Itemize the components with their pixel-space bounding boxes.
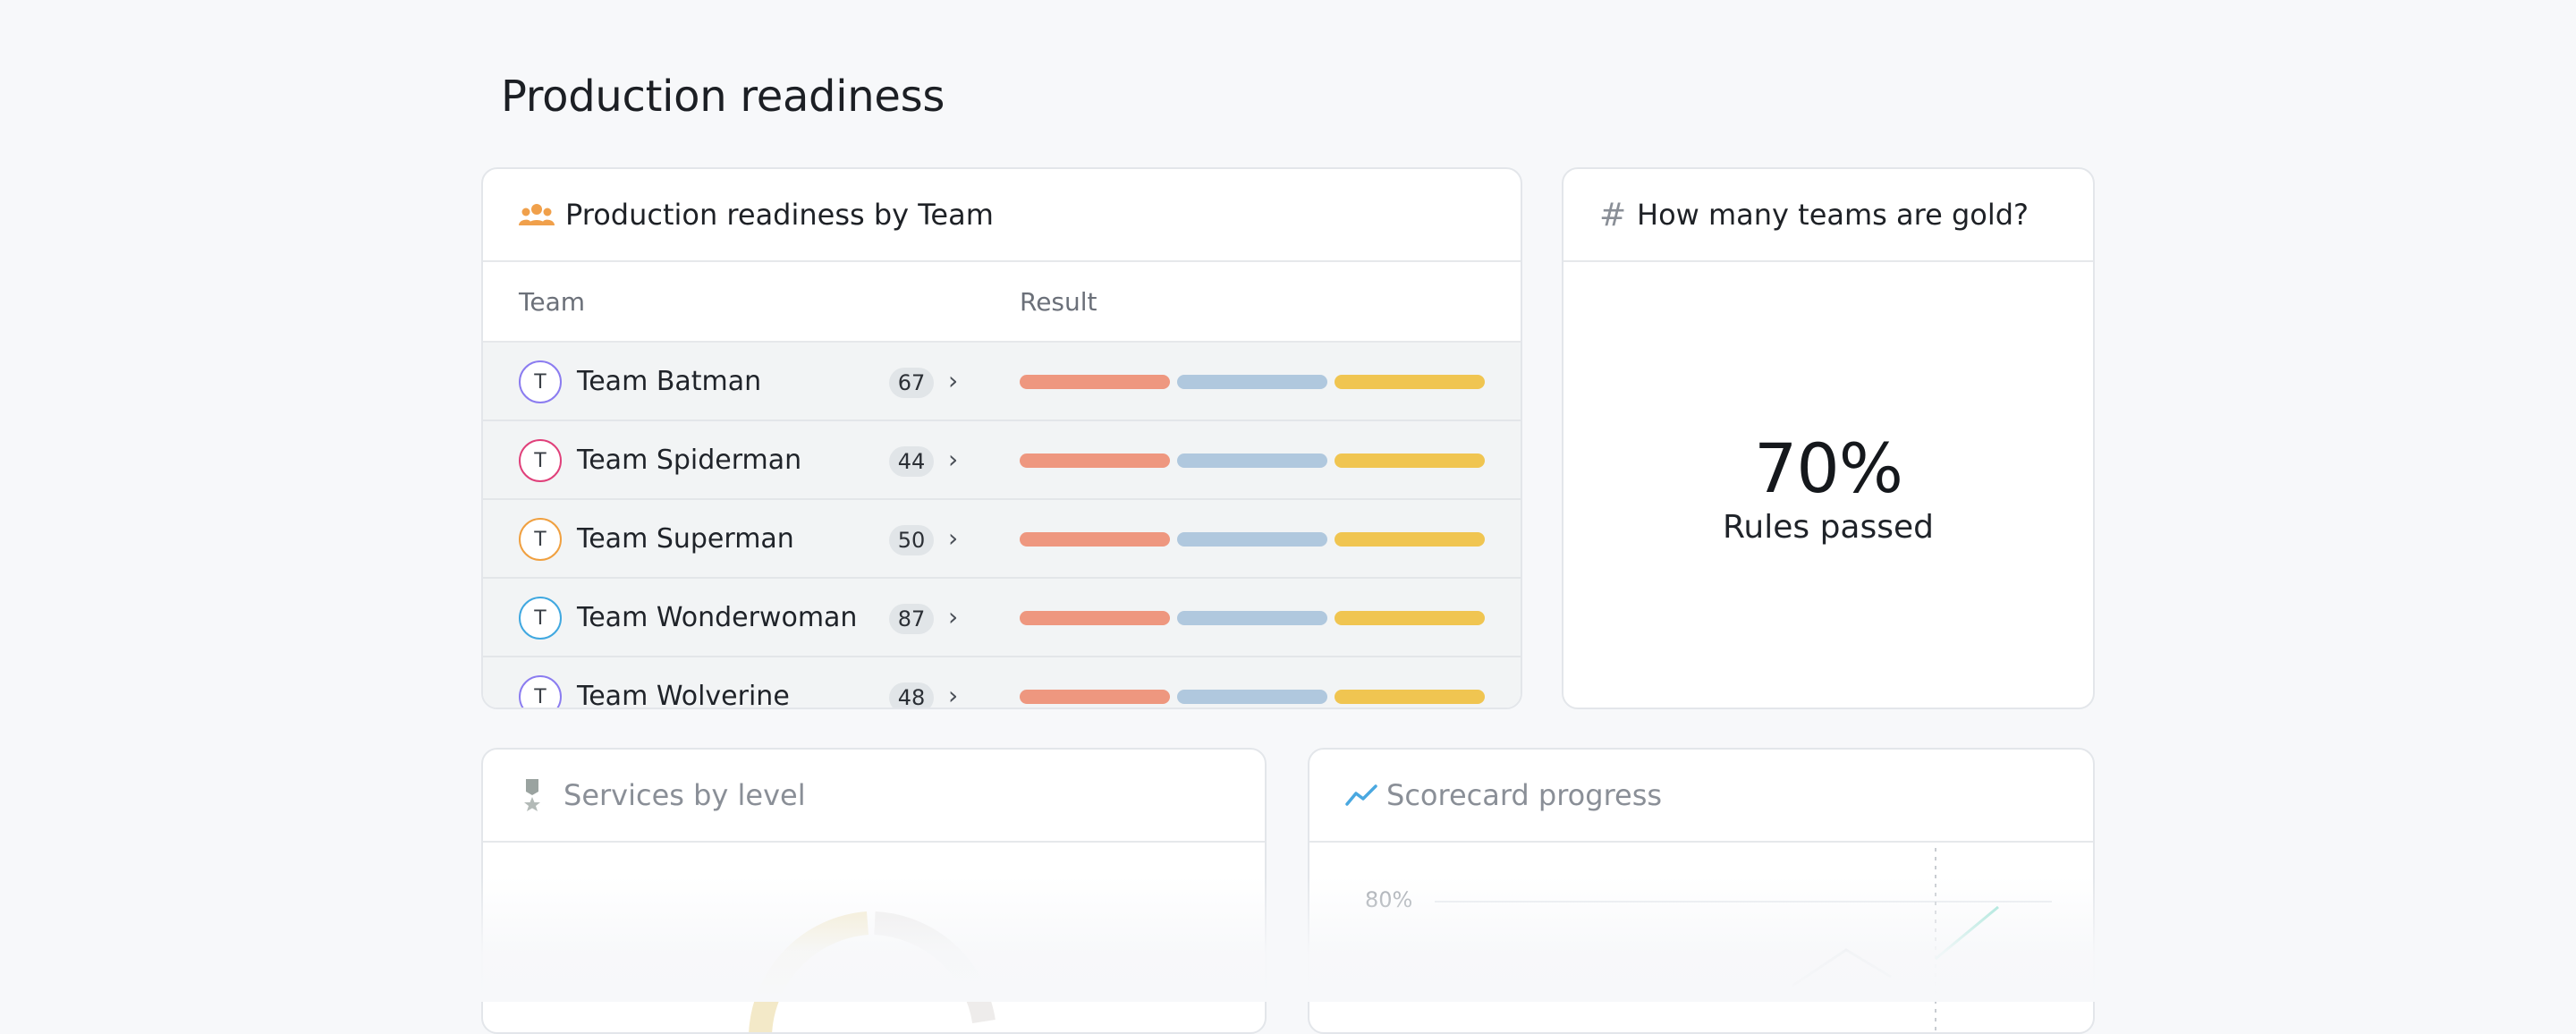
scorecard-progress-card: Scorecard progress 80% — [1308, 748, 2095, 1034]
result-bar-red — [1020, 690, 1170, 704]
team-card-header: Production readiness by Team — [483, 169, 1521, 262]
avatar: T — [519, 675, 562, 708]
avatar: T — [519, 597, 562, 640]
result-bar-yellow — [1335, 611, 1485, 625]
team-name[interactable]: Team Wolverine — [577, 681, 790, 709]
column-result: Result — [1020, 287, 1097, 317]
gold-card-title: How many teams are gold? — [1637, 198, 2029, 232]
avatar: T — [519, 518, 562, 561]
services-by-level-card: Services by level — [481, 748, 1267, 1034]
chevron-right-icon[interactable]: › — [948, 602, 959, 631]
gold-value: 70% — [1754, 428, 1903, 508]
bottom-fade-overlay — [0, 877, 2576, 1002]
count-badge: 87 — [889, 604, 934, 634]
avatar: T — [519, 439, 562, 482]
y-tick-label: 80% — [1365, 887, 1413, 912]
result-bar-red — [1020, 375, 1170, 389]
result-bar-blue — [1177, 611, 1327, 625]
chevron-right-icon[interactable]: › — [948, 681, 959, 709]
result-bar-blue — [1177, 453, 1327, 468]
hash-icon: # — [1599, 196, 1627, 233]
chevron-right-icon[interactable]: › — [948, 366, 959, 395]
chevron-right-icon[interactable]: › — [948, 445, 959, 474]
gold-label: Rules passed — [1723, 509, 1934, 546]
result-bar-red — [1020, 532, 1170, 547]
medal-icon — [519, 779, 546, 811]
services-card-title: Services by level — [564, 778, 806, 812]
result-bar-blue — [1177, 375, 1327, 389]
result-bar-yellow — [1335, 375, 1485, 389]
count-badge: 67 — [889, 368, 934, 398]
result-bar-yellow — [1335, 532, 1485, 547]
column-team: Team — [519, 287, 586, 317]
result-bar-yellow — [1335, 453, 1485, 468]
team-name[interactable]: Team Batman — [577, 366, 762, 397]
count-badge: 50 — [889, 525, 934, 555]
avatar: T — [519, 360, 562, 403]
result-bar-yellow — [1335, 690, 1485, 704]
scorecard-card-header: Scorecard progress — [1309, 750, 2093, 843]
page-title: Production readiness — [501, 72, 945, 122]
services-donut-chart — [749, 911, 996, 1032]
count-badge: 44 — [889, 446, 934, 477]
gold-teams-card: # How many teams are gold? 70% Rules pas… — [1562, 167, 2095, 709]
team-name[interactable]: Team Superman — [577, 523, 794, 555]
services-card-header: Services by level — [483, 750, 1265, 843]
gold-card-header: # How many teams are gold? — [1563, 169, 2093, 262]
scorecard-line-chart — [1435, 848, 2052, 1032]
team-card-title: Production readiness by Team — [565, 198, 994, 232]
table-row[interactable]: T Team Batman 67 › — [483, 343, 1521, 421]
chevron-right-icon[interactable]: › — [948, 523, 959, 553]
result-bar-blue — [1177, 532, 1327, 547]
table-row[interactable]: T Team Superman 50 › — [483, 500, 1521, 579]
table-row[interactable]: T Team Wolverine 48 › — [483, 657, 1521, 709]
result-bar-red — [1020, 611, 1170, 625]
result-bar-red — [1020, 453, 1170, 468]
table-row[interactable]: T Team Spiderman 44 › — [483, 421, 1521, 500]
trend-icon — [1345, 783, 1377, 808]
table-header: Team Result — [483, 262, 1521, 343]
count-badge: 48 — [889, 682, 934, 708]
scorecard-card-title: Scorecard progress — [1386, 778, 1663, 812]
team-readiness-card: Production readiness by Team Team Result… — [481, 167, 1522, 709]
team-name[interactable]: Team Spiderman — [577, 445, 802, 476]
result-bar-blue — [1177, 690, 1327, 704]
team-name[interactable]: Team Wonderwoman — [577, 602, 858, 633]
table-row[interactable]: T Team Wonderwoman 87 › — [483, 579, 1521, 657]
users-icon — [519, 202, 555, 227]
